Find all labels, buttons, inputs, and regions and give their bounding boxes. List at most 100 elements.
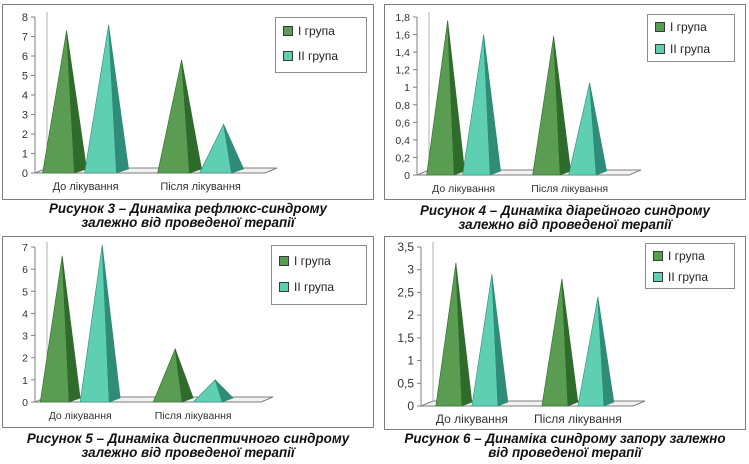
pyramid-side-face [589, 82, 607, 176]
pyramid-side-face [491, 274, 509, 407]
pyramid-bar [462, 34, 501, 176]
y-tick-label: 5 [22, 286, 28, 298]
pyramid-side-face [61, 255, 81, 403]
y-tick-label: 0,4 [395, 135, 410, 147]
pyramid-bar [199, 123, 245, 174]
caption-line-1: Рисунок 5 – Динаміка диспептичного синдр… [26, 431, 350, 446]
pyramid-bar [157, 59, 202, 174]
y-tick-label: 1 [407, 354, 414, 368]
legend-item-group2: ІІ група [655, 42, 710, 56]
legend-item-group2: ІІ група [279, 280, 334, 294]
pyramid-side-face [174, 348, 194, 403]
legend-swatch-green [653, 251, 663, 261]
x-tick-label: До лікування [432, 183, 495, 195]
y-tick-label: 0,2 [395, 152, 410, 164]
legend: І група ІІ група [645, 243, 735, 289]
x-tick-label: До лікування [49, 410, 112, 422]
legend-label: І група [298, 24, 335, 38]
chart-frame: 0 0,5 1 1,5 2 2,5 3 3,5 До лікування Після лікува… [384, 236, 746, 430]
x-tick-label: Після лікування [534, 412, 622, 426]
pyramid-bar [42, 30, 87, 174]
y-tick-label: 3,5 [397, 240, 414, 254]
pyramid-bar [84, 24, 129, 174]
chart-panel-fig3: 0 1 2 3 4 5 6 7 8 До лікування Після лікування І г… [2, 4, 374, 236]
pyramid-side-face [66, 30, 87, 174]
legend-item-group1: І група [653, 249, 705, 263]
pyramid-side-face [108, 24, 129, 174]
pyramid-side-face [483, 34, 501, 176]
legend: І група ІІ група [271, 245, 367, 305]
chart-panel-fig6: 0 0,5 1 1,5 2 2,5 3 3,5 До лікування Після лікува… [384, 236, 746, 462]
chart-svg: 0 1 2 3 4 5 6 7 До лікування Після лікування [22, 242, 274, 422]
y-tick-label: 1,5 [397, 331, 414, 345]
caption-line-2: залежно від проведеної терапії [458, 217, 672, 232]
chart-frame: 0 1 2 3 4 5 6 7 8 До лікування Після лікування І г… [2, 4, 374, 200]
y-tick-label: 0,8 [395, 100, 410, 112]
y-tick-label: 1 [22, 375, 28, 387]
legend-label: ІІ група [668, 270, 709, 284]
y-tick-label: 2,5 [397, 285, 414, 299]
y-tick-label: 4 [22, 90, 28, 102]
x-tick-label: До лікування [53, 181, 119, 193]
pyramid-bar [79, 244, 121, 403]
pyramid-bar [152, 347, 194, 403]
y-tick-label: 3 [407, 263, 414, 277]
y-tick-label: 0 [22, 168, 28, 180]
y-tick-label: 3 [22, 110, 28, 122]
pyramid-bar [568, 82, 607, 176]
legend-swatch-green [279, 256, 289, 266]
pyramid-bar [471, 274, 509, 407]
chart-panel-fig5: 0 1 2 3 4 5 6 7 До лікування Після лікування І гр… [2, 236, 374, 462]
caption-line-1: Рисунок 4 – Динаміка діарейного синдрому [419, 203, 710, 218]
figure-caption: Рисунок 6 – Динаміка синдрому запору зал… [384, 432, 746, 460]
pyramid-side-face [561, 278, 579, 407]
y-tick-label: 0 [22, 397, 28, 409]
y-tick-label: 1,8 [395, 12, 410, 24]
y-tick-label: 2 [22, 129, 28, 141]
y-tick-label: 1 [22, 149, 28, 161]
legend-label: ІІ група [294, 280, 335, 294]
pyramid-bar [192, 379, 234, 403]
legend-item-group2: ІІ група [653, 270, 708, 284]
pyramid-side-face [101, 244, 121, 403]
legend-label: І група [668, 249, 705, 263]
y-tick-label: 0,6 [395, 117, 410, 129]
chart-panel-fig4: 0 0,2 0,4 0,6 0,8 1 1,2 1,4 1,6 1,8 До лікування Пі… [384, 4, 746, 232]
legend: І група ІІ група [275, 17, 367, 73]
legend-swatch-teal [279, 282, 289, 292]
caption-line-2: залежно від проведеної терапії [81, 215, 295, 230]
y-tick-label: 0,5 [397, 376, 414, 390]
figure-caption: Рисунок 3 – Динаміка рефлюкс-синдрому за… [2, 202, 374, 230]
y-tick-label: 0 [404, 170, 410, 182]
y-tick-label: 2 [407, 308, 414, 322]
y-tick-label: 1,4 [395, 47, 410, 59]
legend-swatch-green [283, 26, 293, 36]
pyramid-side-face [455, 262, 473, 407]
pyramid-side-face [447, 20, 465, 176]
x-tick-label: Після лікування [155, 410, 232, 422]
caption-line-2: залежно від проведеної терапії [81, 445, 295, 460]
y-tick-label: 1,2 [395, 65, 410, 77]
figure-caption: Рисунок 4 – Динаміка діарейного синдрому… [384, 204, 746, 232]
chart-frame: 0 1 2 3 4 5 6 7 До лікування Після лікування І гр… [2, 236, 374, 428]
caption-line-1: Рисунок 3 – Динаміка рефлюкс-синдрому [48, 201, 327, 216]
pyramid-side-face [553, 36, 571, 176]
y-tick-label: 4 [22, 308, 28, 320]
legend-label: ІІ група [670, 42, 711, 56]
legend-swatch-teal [653, 272, 663, 282]
pyramid-side-face [597, 296, 615, 407]
y-tick-label: 8 [22, 12, 28, 24]
chart-svg: 0 1 2 3 4 5 6 7 8 До лікування Після лікування [22, 12, 278, 193]
legend-swatch-teal [655, 44, 665, 54]
pyramid-bar [532, 36, 571, 176]
chart-frame: 0 0,2 0,4 0,6 0,8 1 1,2 1,4 1,6 1,8 До лікування Пі… [384, 4, 746, 200]
x-tick-label: Після лікування [160, 181, 241, 193]
y-tick-label: 5 [22, 71, 28, 83]
pyramid-side-face [214, 379, 234, 403]
legend-item-group1: І група [279, 254, 331, 268]
pyramid-bar [39, 255, 81, 403]
pyramid-bar [577, 296, 615, 407]
y-tick-label: 6 [22, 264, 28, 276]
legend-label: ІІ група [298, 49, 339, 63]
pyramid-side-face [181, 59, 202, 174]
